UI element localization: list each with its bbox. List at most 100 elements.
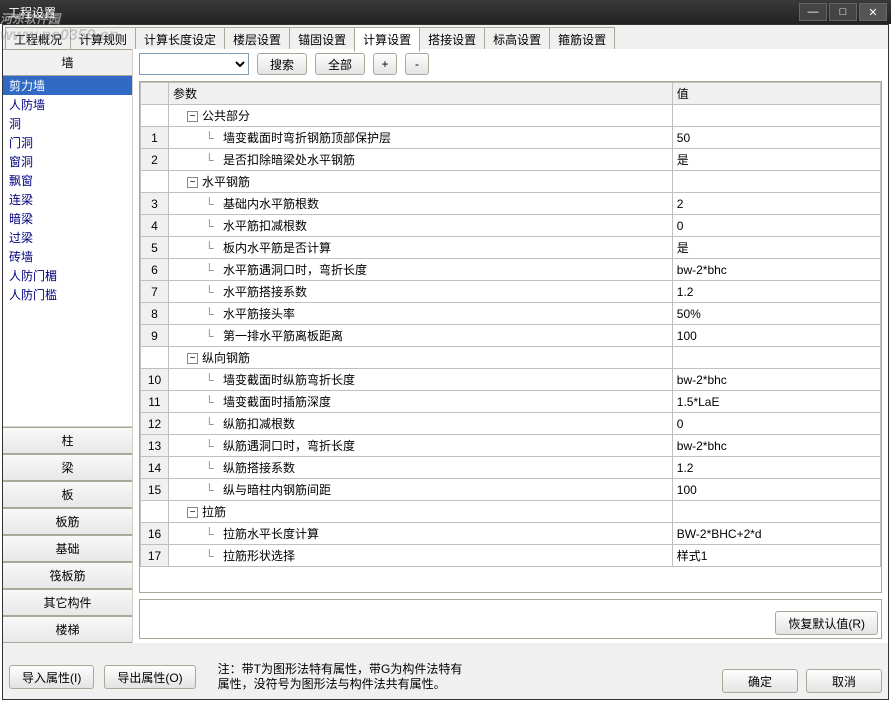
ok-button[interactable]: 确定 (722, 669, 798, 693)
search-button[interactable]: 搜索 (257, 53, 307, 75)
grid-value-cell[interactable]: 1.2 (672, 281, 880, 303)
tree-item[interactable]: 剪力墙 (3, 76, 132, 95)
sidebar-category[interactable]: 板筋 (3, 508, 132, 535)
grid-rownum: 6 (141, 259, 169, 281)
grid-group-value (672, 501, 880, 523)
grid-rownum: 1 (141, 127, 169, 149)
grid-param-cell[interactable]: └拉筋形状选择 (169, 545, 673, 567)
grid-param-cell[interactable]: └水平筋接头率 (169, 303, 673, 325)
grid-param-cell[interactable]: └是否扣除暗梁处水平钢筋 (169, 149, 673, 171)
tab-1[interactable]: 计算规则 (70, 27, 136, 51)
grid-param-cell[interactable]: └水平筋扣减根数 (169, 215, 673, 237)
tab-7[interactable]: 标高设置 (484, 27, 550, 51)
filter-select[interactable] (139, 53, 249, 75)
titlebar: 工程设置 — □ ✕ (0, 0, 891, 24)
close-button[interactable]: ✕ (859, 3, 887, 21)
grid-value-cell[interactable]: 样式1 (672, 545, 880, 567)
footer-right: 确定 取消 (722, 669, 882, 693)
sidebar-category[interactable]: 基础 (3, 535, 132, 562)
collapse-icon[interactable]: − (187, 507, 198, 518)
grid-param-cell[interactable]: └第一排水平筋离板距离 (169, 325, 673, 347)
grid-param-cell[interactable]: └墙变截面时纵筋弯折长度 (169, 369, 673, 391)
maximize-button[interactable]: □ (829, 3, 857, 21)
sidebar-category[interactable]: 筏板筋 (3, 562, 132, 589)
tree-item[interactable]: 人防门楣 (3, 266, 132, 285)
sidebar-category[interactable]: 板 (3, 481, 132, 508)
toolbar: 搜索 全部 + - (139, 53, 882, 75)
sidebar-header-wall[interactable]: 墙 (3, 49, 132, 76)
expand-button[interactable]: + (373, 53, 397, 75)
grid-value-cell[interactable]: 1.2 (672, 457, 880, 479)
tree-item[interactable]: 过梁 (3, 228, 132, 247)
grid-rownum: 2 (141, 149, 169, 171)
tab-2[interactable]: 计算长度设定 (135, 27, 225, 51)
grid-param-cell[interactable]: └水平筋搭接系数 (169, 281, 673, 303)
grid-value-cell[interactable]: 50 (672, 127, 880, 149)
window-title: 工程设置 (4, 4, 799, 21)
tab-5[interactable]: 计算设置 (354, 27, 420, 52)
grid-param-cell[interactable]: └纵筋扣减根数 (169, 413, 673, 435)
grid-param-cell[interactable]: └纵与暗柱内钢筋间距 (169, 479, 673, 501)
grid-value-cell[interactable]: 2 (672, 193, 880, 215)
tree-item[interactable]: 砖墙 (3, 247, 132, 266)
restore-defaults-button[interactable]: 恢复默认值(R) (775, 611, 878, 635)
grid-value-cell[interactable]: 0 (672, 215, 880, 237)
minimize-button[interactable]: — (799, 3, 827, 21)
grid-group-label[interactable]: −公共部分 (169, 105, 673, 127)
tree-item[interactable]: 连梁 (3, 190, 132, 209)
tab-4[interactable]: 锚固设置 (289, 27, 355, 51)
grid-param-cell[interactable]: └水平筋遇洞口时，弯折长度 (169, 259, 673, 281)
grid-param-cell[interactable]: └拉筋水平长度计算 (169, 523, 673, 545)
tree-item[interactable]: 门洞 (3, 133, 132, 152)
tab-0[interactable]: 工程概况 (5, 27, 71, 51)
collapse-icon[interactable]: − (187, 177, 198, 188)
grid-value-cell[interactable]: bw-2*bhc (672, 369, 880, 391)
note-box (139, 599, 882, 639)
sidebar-category[interactable]: 柱 (3, 427, 132, 454)
grid-group-label[interactable]: −水平钢筋 (169, 171, 673, 193)
export-button[interactable]: 导出属性(O) (104, 665, 195, 689)
grid-rownum: 17 (141, 545, 169, 567)
sidebar-category[interactable]: 其它构件 (3, 589, 132, 616)
grid-rownum: 14 (141, 457, 169, 479)
grid-value-cell[interactable]: 100 (672, 325, 880, 347)
grid-group-label[interactable]: −纵向钢筋 (169, 347, 673, 369)
grid-value-cell[interactable]: BW-2*BHC+2*d (672, 523, 880, 545)
sidebar-category[interactable]: 梁 (3, 454, 132, 481)
tree-item[interactable]: 人防墙 (3, 95, 132, 114)
grid-group-label[interactable]: −拉筋 (169, 501, 673, 523)
grid-param-cell[interactable]: └板内水平筋是否计算 (169, 237, 673, 259)
tab-8[interactable]: 箍筋设置 (549, 27, 615, 51)
grid-param-cell[interactable]: └基础内水平筋根数 (169, 193, 673, 215)
import-button[interactable]: 导入属性(I) (9, 665, 94, 689)
tree-item[interactable]: 飘窗 (3, 171, 132, 190)
footer-note-line2: 属性，没符号为图形法与构件法共有属性。 (218, 677, 463, 693)
tab-6[interactable]: 搭接设置 (419, 27, 485, 51)
footer: 导入属性(I) 导出属性(O) 注：带T为图形法特有属性，带G为构件法特有 属性… (3, 643, 888, 699)
tab-3[interactable]: 楼层设置 (224, 27, 290, 51)
grid-value-cell[interactable]: 是 (672, 237, 880, 259)
grid-value-cell[interactable]: bw-2*bhc (672, 435, 880, 457)
grid-param-cell[interactable]: └纵筋搭接系数 (169, 457, 673, 479)
collapse-button[interactable]: - (405, 53, 429, 75)
tree-item[interactable]: 洞 (3, 114, 132, 133)
all-button[interactable]: 全部 (315, 53, 365, 75)
grid-value-cell[interactable]: 50% (672, 303, 880, 325)
collapse-icon[interactable]: − (187, 353, 198, 364)
collapse-icon[interactable]: − (187, 111, 198, 122)
grid-param-cell[interactable]: └纵筋遇洞口时，弯折长度 (169, 435, 673, 457)
grid-value-cell[interactable]: bw-2*bhc (672, 259, 880, 281)
sidebar-category[interactable]: 楼梯 (3, 616, 132, 643)
grid-value-cell[interactable]: 0 (672, 413, 880, 435)
tree-item[interactable]: 窗洞 (3, 152, 132, 171)
cancel-button[interactable]: 取消 (806, 669, 882, 693)
grid-rownum: 7 (141, 281, 169, 303)
tree-item[interactable]: 人防门槛 (3, 285, 132, 304)
grid-value-cell[interactable]: 是 (672, 149, 880, 171)
grid-param-cell[interactable]: └墙变截面时弯折钢筋顶部保护层 (169, 127, 673, 149)
tree-item[interactable]: 暗梁 (3, 209, 132, 228)
grid-param-cell[interactable]: └墙变截面时插筋深度 (169, 391, 673, 413)
grid-value-cell[interactable]: 1.5*LaE (672, 391, 880, 413)
grid-value-cell[interactable]: 100 (672, 479, 880, 501)
grid-col-header: 值 (672, 83, 880, 105)
